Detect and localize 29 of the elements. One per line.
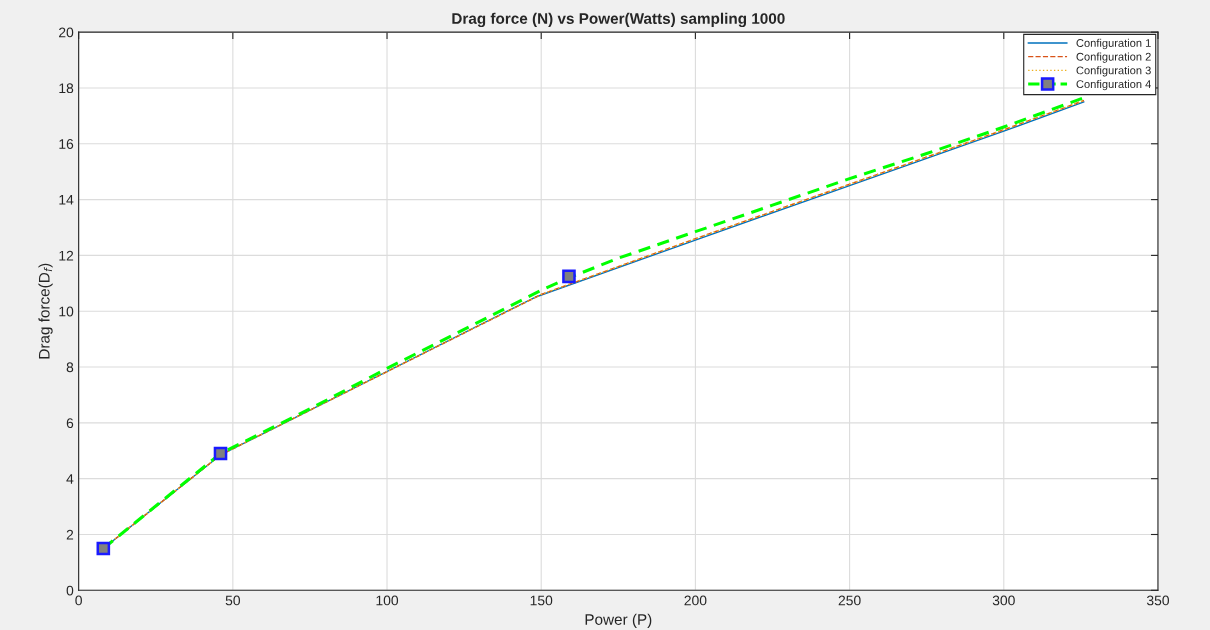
y-axis-title: Drag force(D$_{f}$) (38, 263, 53, 359)
x-tick-label: 150 (530, 595, 553, 606)
point (562, 269, 576, 284)
legend-label: Configuration 3 (1076, 66, 1151, 77)
x-tick-label: 300 (992, 595, 1015, 606)
x-tick-label: 350 (1146, 595, 1170, 606)
y-tick-label: 0 (66, 585, 74, 596)
legend-label: Configuration 2 (1076, 52, 1151, 63)
x-axis-title: Power (P) (585, 613, 652, 628)
x-tick-label: 50 (225, 595, 241, 606)
point (96, 541, 111, 556)
legend-label: Configuration 1 (1076, 38, 1151, 50)
point (213, 446, 228, 461)
y-tick-label: 8 (66, 362, 74, 373)
chart-title: Drag force (N) vs Power(Watts) sampling 1000 (452, 12, 785, 28)
y-tick-label: 18 (59, 83, 74, 94)
y-tick-label: 14 (59, 195, 74, 205)
x-tick-label: 250 (838, 595, 861, 606)
y-tick-label: 12 (59, 250, 74, 261)
x-tick-label: 100 (376, 595, 399, 606)
y-tick-label: 16 (59, 139, 74, 149)
y-tick-label: 2 (66, 529, 74, 540)
y-tick-label: 20 (59, 27, 74, 38)
x-tick-label: 200 (684, 595, 707, 606)
y-tick-label: 6 (66, 418, 74, 429)
y-tick-label: 10 (59, 306, 74, 317)
y-tick-label: 4 (66, 474, 74, 484)
x-tick-label: 0 (75, 595, 82, 606)
legend-label: Configuration 4 (1076, 79, 1151, 91)
